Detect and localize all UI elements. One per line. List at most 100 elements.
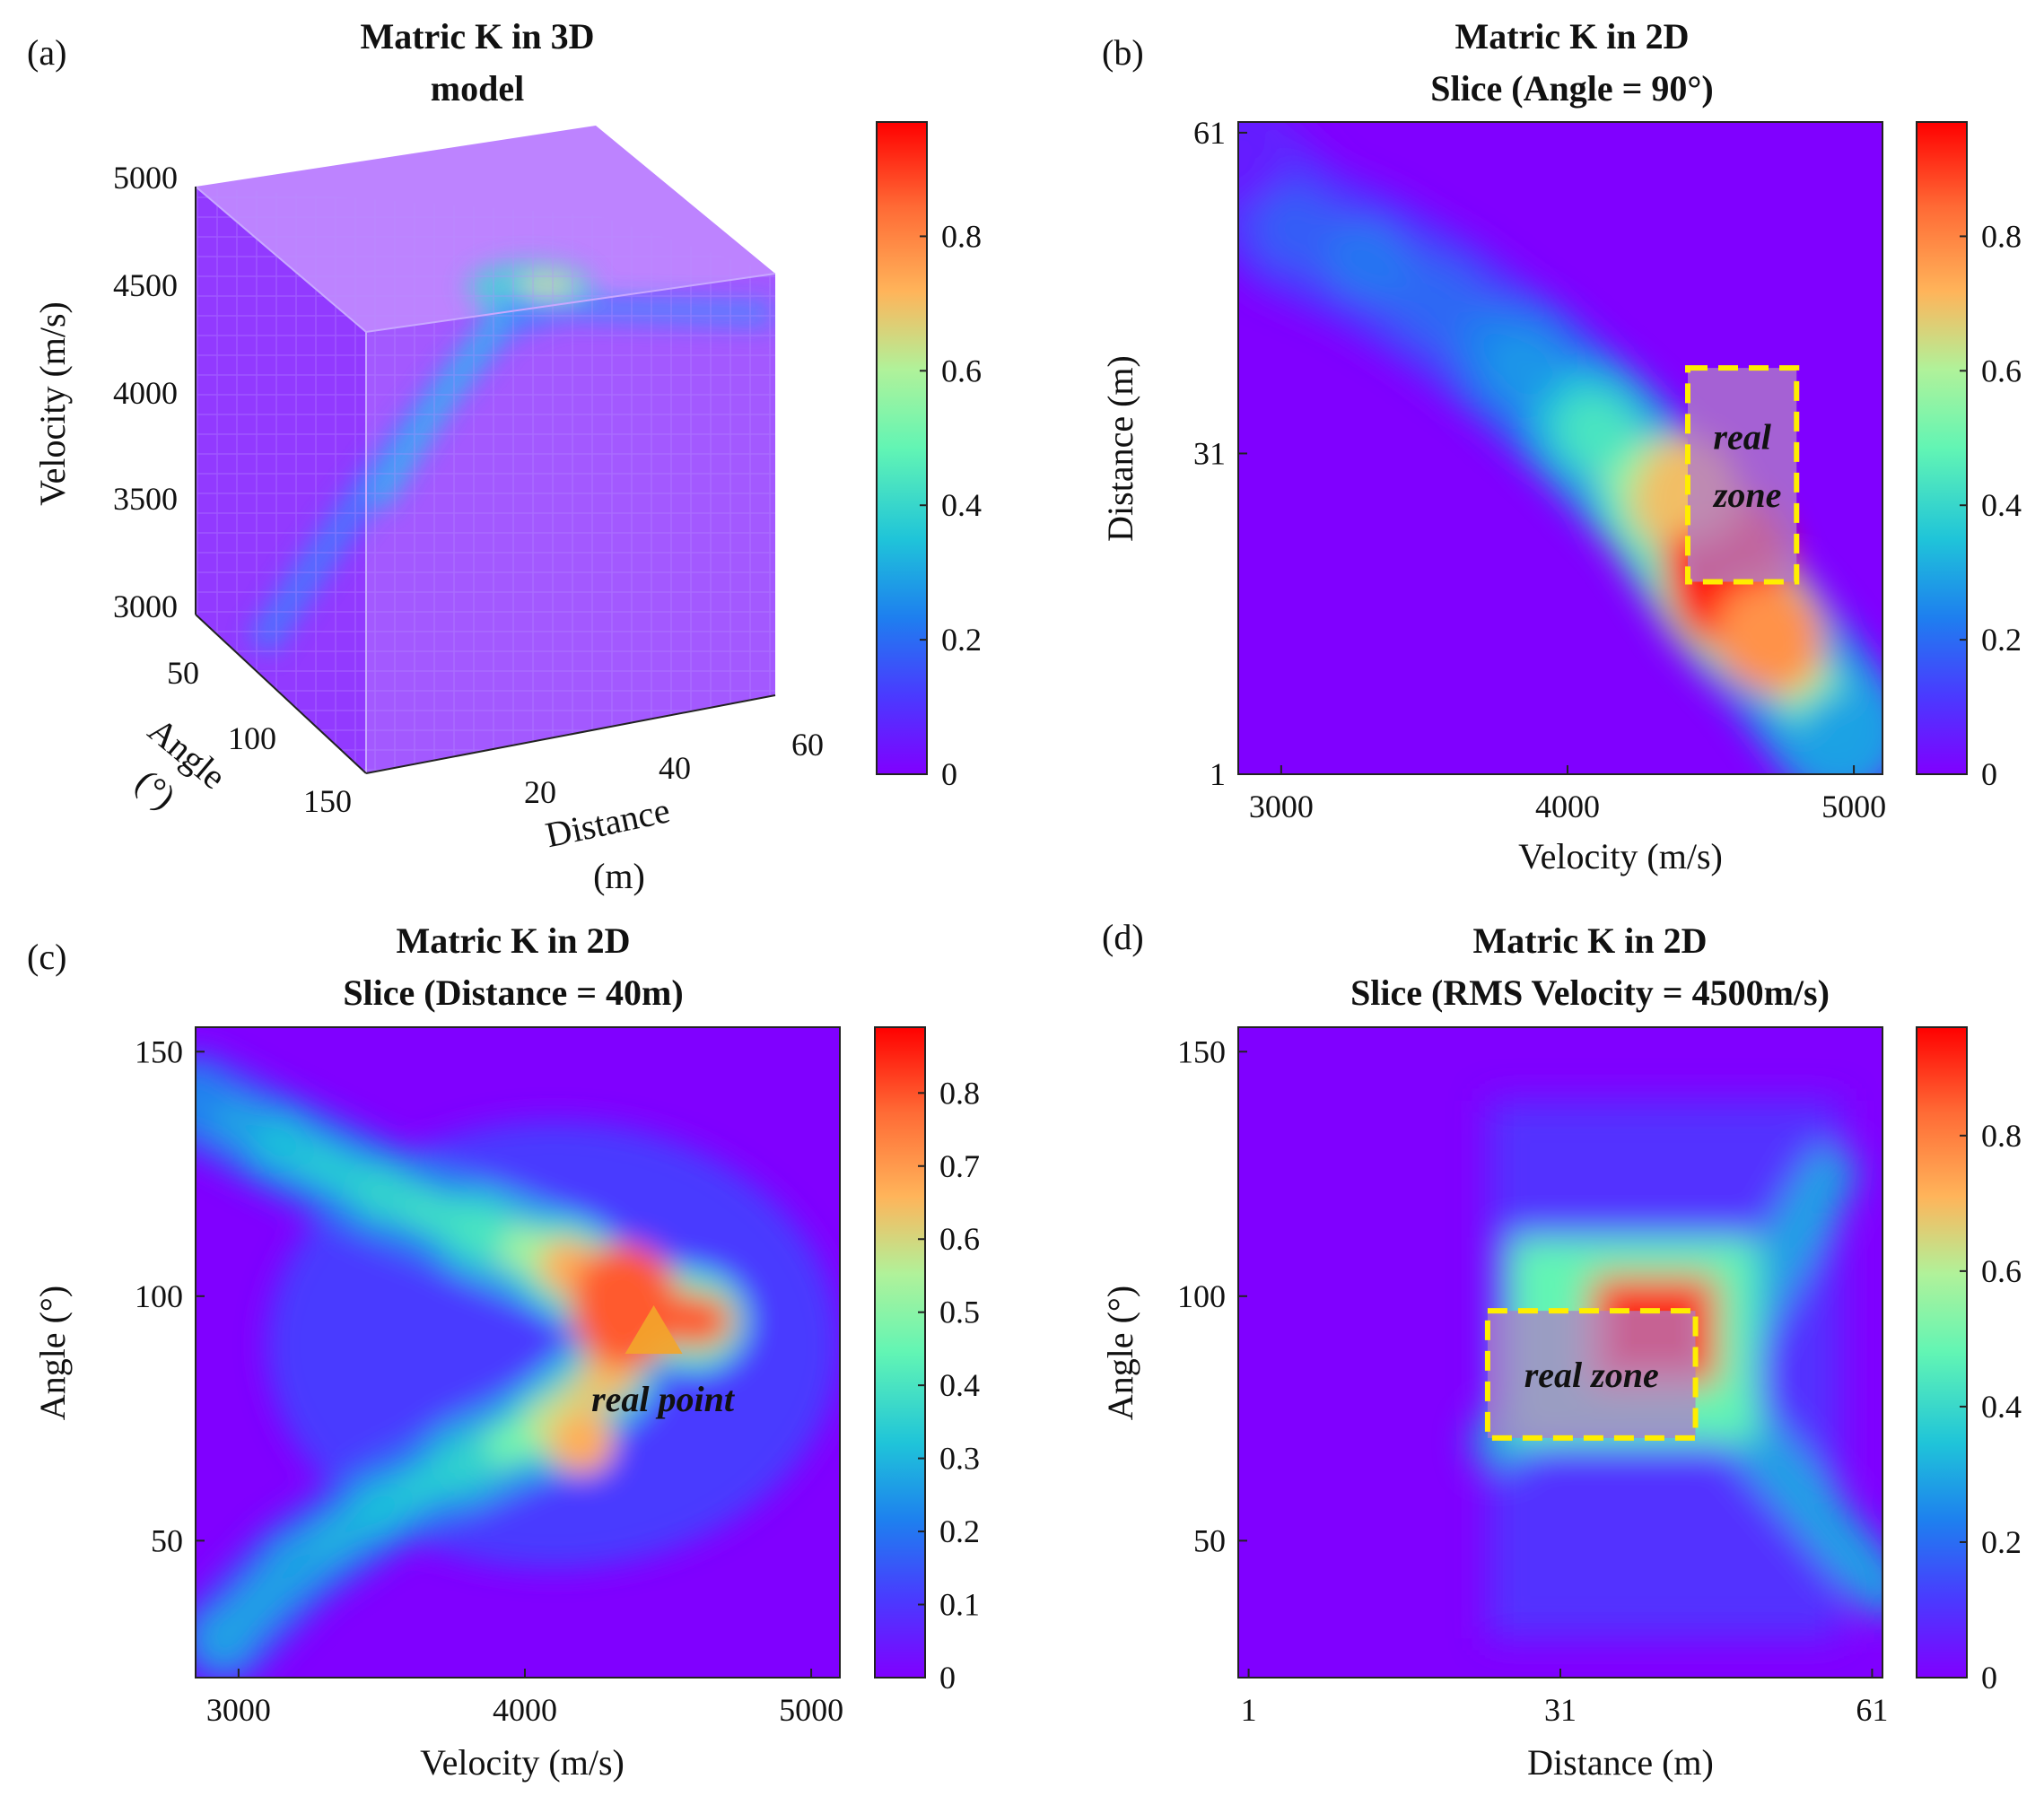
colorbar-tick-label: 0.6 — [1981, 1253, 2022, 1289]
ridge-b-point — [1800, 692, 1879, 771]
colorbar-tick-label: 0.4 — [939, 1367, 980, 1403]
angle-tick-label: 150 — [303, 783, 352, 819]
panel-c-letter: (c) — [27, 937, 66, 977]
velocity-tick-label: 4500 — [113, 267, 178, 303]
y-tick-label: 150 — [135, 1033, 183, 1069]
colorbar-tick-label: 0.4 — [1981, 1389, 2022, 1425]
real-zone-box — [1484, 1308, 1699, 1441]
angle-axis-unit: (°) — [128, 762, 184, 817]
panel-d-title-line2: Slice (RMS Velocity = 4500m/s) — [1350, 972, 1830, 1013]
upper-arm-c-point — [354, 1165, 410, 1222]
volume-hotspots — [196, 187, 775, 773]
colorbar-c-ticks: 0.8 0.7 0.6 0.5 0.4 0.3 0.2 0.1 0 — [918, 1075, 980, 1696]
peak-c-lower — [550, 1411, 614, 1475]
plot-c-ticks: 3000 4000 5000 150 100 50 — [135, 1033, 843, 1728]
panel-b-title-line1: Matric K in 2D — [1454, 16, 1689, 57]
panel-b-title-line2: Slice (Angle = 90°) — [1430, 68, 1713, 109]
colorbar-c — [874, 1026, 926, 1679]
colorbar-tick-label: 0.8 — [941, 218, 982, 254]
volume-grid — [196, 187, 775, 773]
distance-axis-unit: (m) — [593, 856, 645, 896]
plot-d-ylabel: Angle (°) — [1100, 1286, 1140, 1420]
colorbar-tick-label: 0.7 — [939, 1148, 980, 1184]
colorbar-tick-label: 0 — [1981, 756, 1997, 792]
plot-d-ticks: 1 31 61 150 100 50 — [1177, 1033, 1888, 1728]
colorbar-tick-label: 0.6 — [939, 1221, 980, 1257]
velocity-tick-label: 4000 — [113, 375, 178, 411]
colorbar-d-ticks: 0.8 0.6 0.4 0.2 0 — [1960, 1118, 2022, 1696]
ridge-b-point — [1328, 222, 1406, 301]
upper-arm-c-point — [253, 1116, 310, 1173]
angle-axis-line — [195, 614, 367, 774]
plot-c-frame — [195, 1026, 841, 1679]
panel-b-letter: (b) — [1102, 32, 1144, 73]
distance-tick-label: 20 — [524, 774, 556, 810]
velocity-tick-label: 3500 — [113, 481, 178, 517]
x-tick-label: 3000 — [1249, 789, 1314, 824]
y-tick-label: 150 — [1177, 1033, 1226, 1069]
colorbar-tick-label: 0.4 — [1981, 487, 2022, 523]
colorbar-tick-label: 0.2 — [1981, 1524, 2022, 1560]
colorbar-b-ticks: 0.8 0.6 0.4 0.2 0 — [1960, 218, 2022, 792]
upper-arm-c-point — [454, 1204, 511, 1260]
peak-b-secondary — [1714, 581, 1822, 690]
ridge-b-point — [1256, 189, 1335, 268]
real-zone-label-line2: zone — [1712, 475, 1782, 515]
distance-tick-label: 40 — [659, 750, 691, 786]
angle-tick-label: 50 — [167, 655, 199, 691]
y-tick-label: 1 — [1210, 756, 1226, 792]
angle-tick-label: 100 — [228, 720, 276, 756]
plot-d-xlabel: Distance (m) — [1527, 1742, 1714, 1783]
colorbar-tick-label: 0.4 — [941, 487, 982, 523]
upper-arm-c-point — [196, 1072, 223, 1129]
ridge-b-point — [1238, 126, 1278, 205]
panel-c: (c) Matric K in 2D Slice (Distance = 40m… — [27, 920, 980, 1783]
colorbar-tick-label: 0 — [939, 1660, 956, 1696]
x-tick-label: 61 — [1856, 1692, 1888, 1728]
colorbar-tick-label: 0.2 — [941, 622, 982, 658]
panel-a-title-line1: Matric K in 3D — [360, 16, 594, 57]
plot-b-ylabel: Distance (m) — [1100, 355, 1140, 542]
x-tick-label: 5000 — [1821, 789, 1886, 824]
colorbar-a-ticks: 0.8 0.6 0.4 0.2 0 — [920, 218, 982, 792]
panel-d-title-line1: Matric K in 2D — [1472, 920, 1707, 961]
velocity-tick-label: 5000 — [113, 160, 178, 196]
colorbar-b — [1916, 121, 1968, 775]
real-zone-box — [1685, 365, 1800, 585]
distance-axis-label: Distance — [542, 789, 673, 855]
panel-c-title-line1: Matric K in 2D — [396, 920, 630, 961]
panel-b: (b) Matric K in 2D Slice (Angle = 90°) r… — [1100, 16, 2022, 876]
real-zone-d: real zone — [1484, 1308, 1699, 1441]
colorbar-tick-label: 0.6 — [941, 353, 982, 388]
real-point-label: real point — [591, 1379, 736, 1419]
plot-c-xlabel: Velocity (m/s) — [420, 1742, 625, 1783]
lower-arm-c-point — [441, 1435, 494, 1489]
panel-a: (a) Matric K in 3D model — [27, 16, 982, 896]
plot-b-ticks: 3000 4000 5000 61 31 1 — [1193, 115, 1886, 824]
colorbar-tick-label: 0.2 — [1981, 622, 2022, 658]
y-tick-label: 61 — [1193, 115, 1226, 151]
x-tick-label: 1 — [1241, 1692, 1257, 1728]
real-point-marker — [625, 1304, 683, 1354]
y-tick-label: 100 — [135, 1278, 183, 1314]
plot-b-xlabel: Velocity (m/s) — [1518, 836, 1723, 876]
panel-d: (d) Matric K in 2D Slice (RMS Velocity =… — [1100, 917, 2022, 1783]
volume-cube — [195, 126, 776, 773]
colorbar-tick-label: 0 — [941, 756, 957, 792]
plot-c-ylabel: Angle (°) — [32, 1286, 73, 1420]
lower-arm-c-point — [268, 1538, 323, 1592]
panel-a-title-line2: model — [431, 68, 524, 109]
x-tick-label: 3000 — [206, 1692, 271, 1728]
panel-d-letter: (d) — [1102, 917, 1144, 957]
colorbar-tick-label: 0.8 — [1981, 1118, 2022, 1154]
x-tick-label: 4000 — [1535, 789, 1600, 824]
real-zone-label: real zone — [1524, 1355, 1659, 1395]
distance-axis-line — [365, 694, 776, 774]
lower-arm-c-point — [197, 1611, 251, 1666]
peak-c-right — [660, 1294, 733, 1348]
x-tick-label: 5000 — [779, 1692, 843, 1728]
lower-arm-c-point — [354, 1479, 409, 1533]
x-tick-label: 4000 — [493, 1692, 557, 1728]
colorbar-tick-label: 0.8 — [939, 1075, 980, 1111]
